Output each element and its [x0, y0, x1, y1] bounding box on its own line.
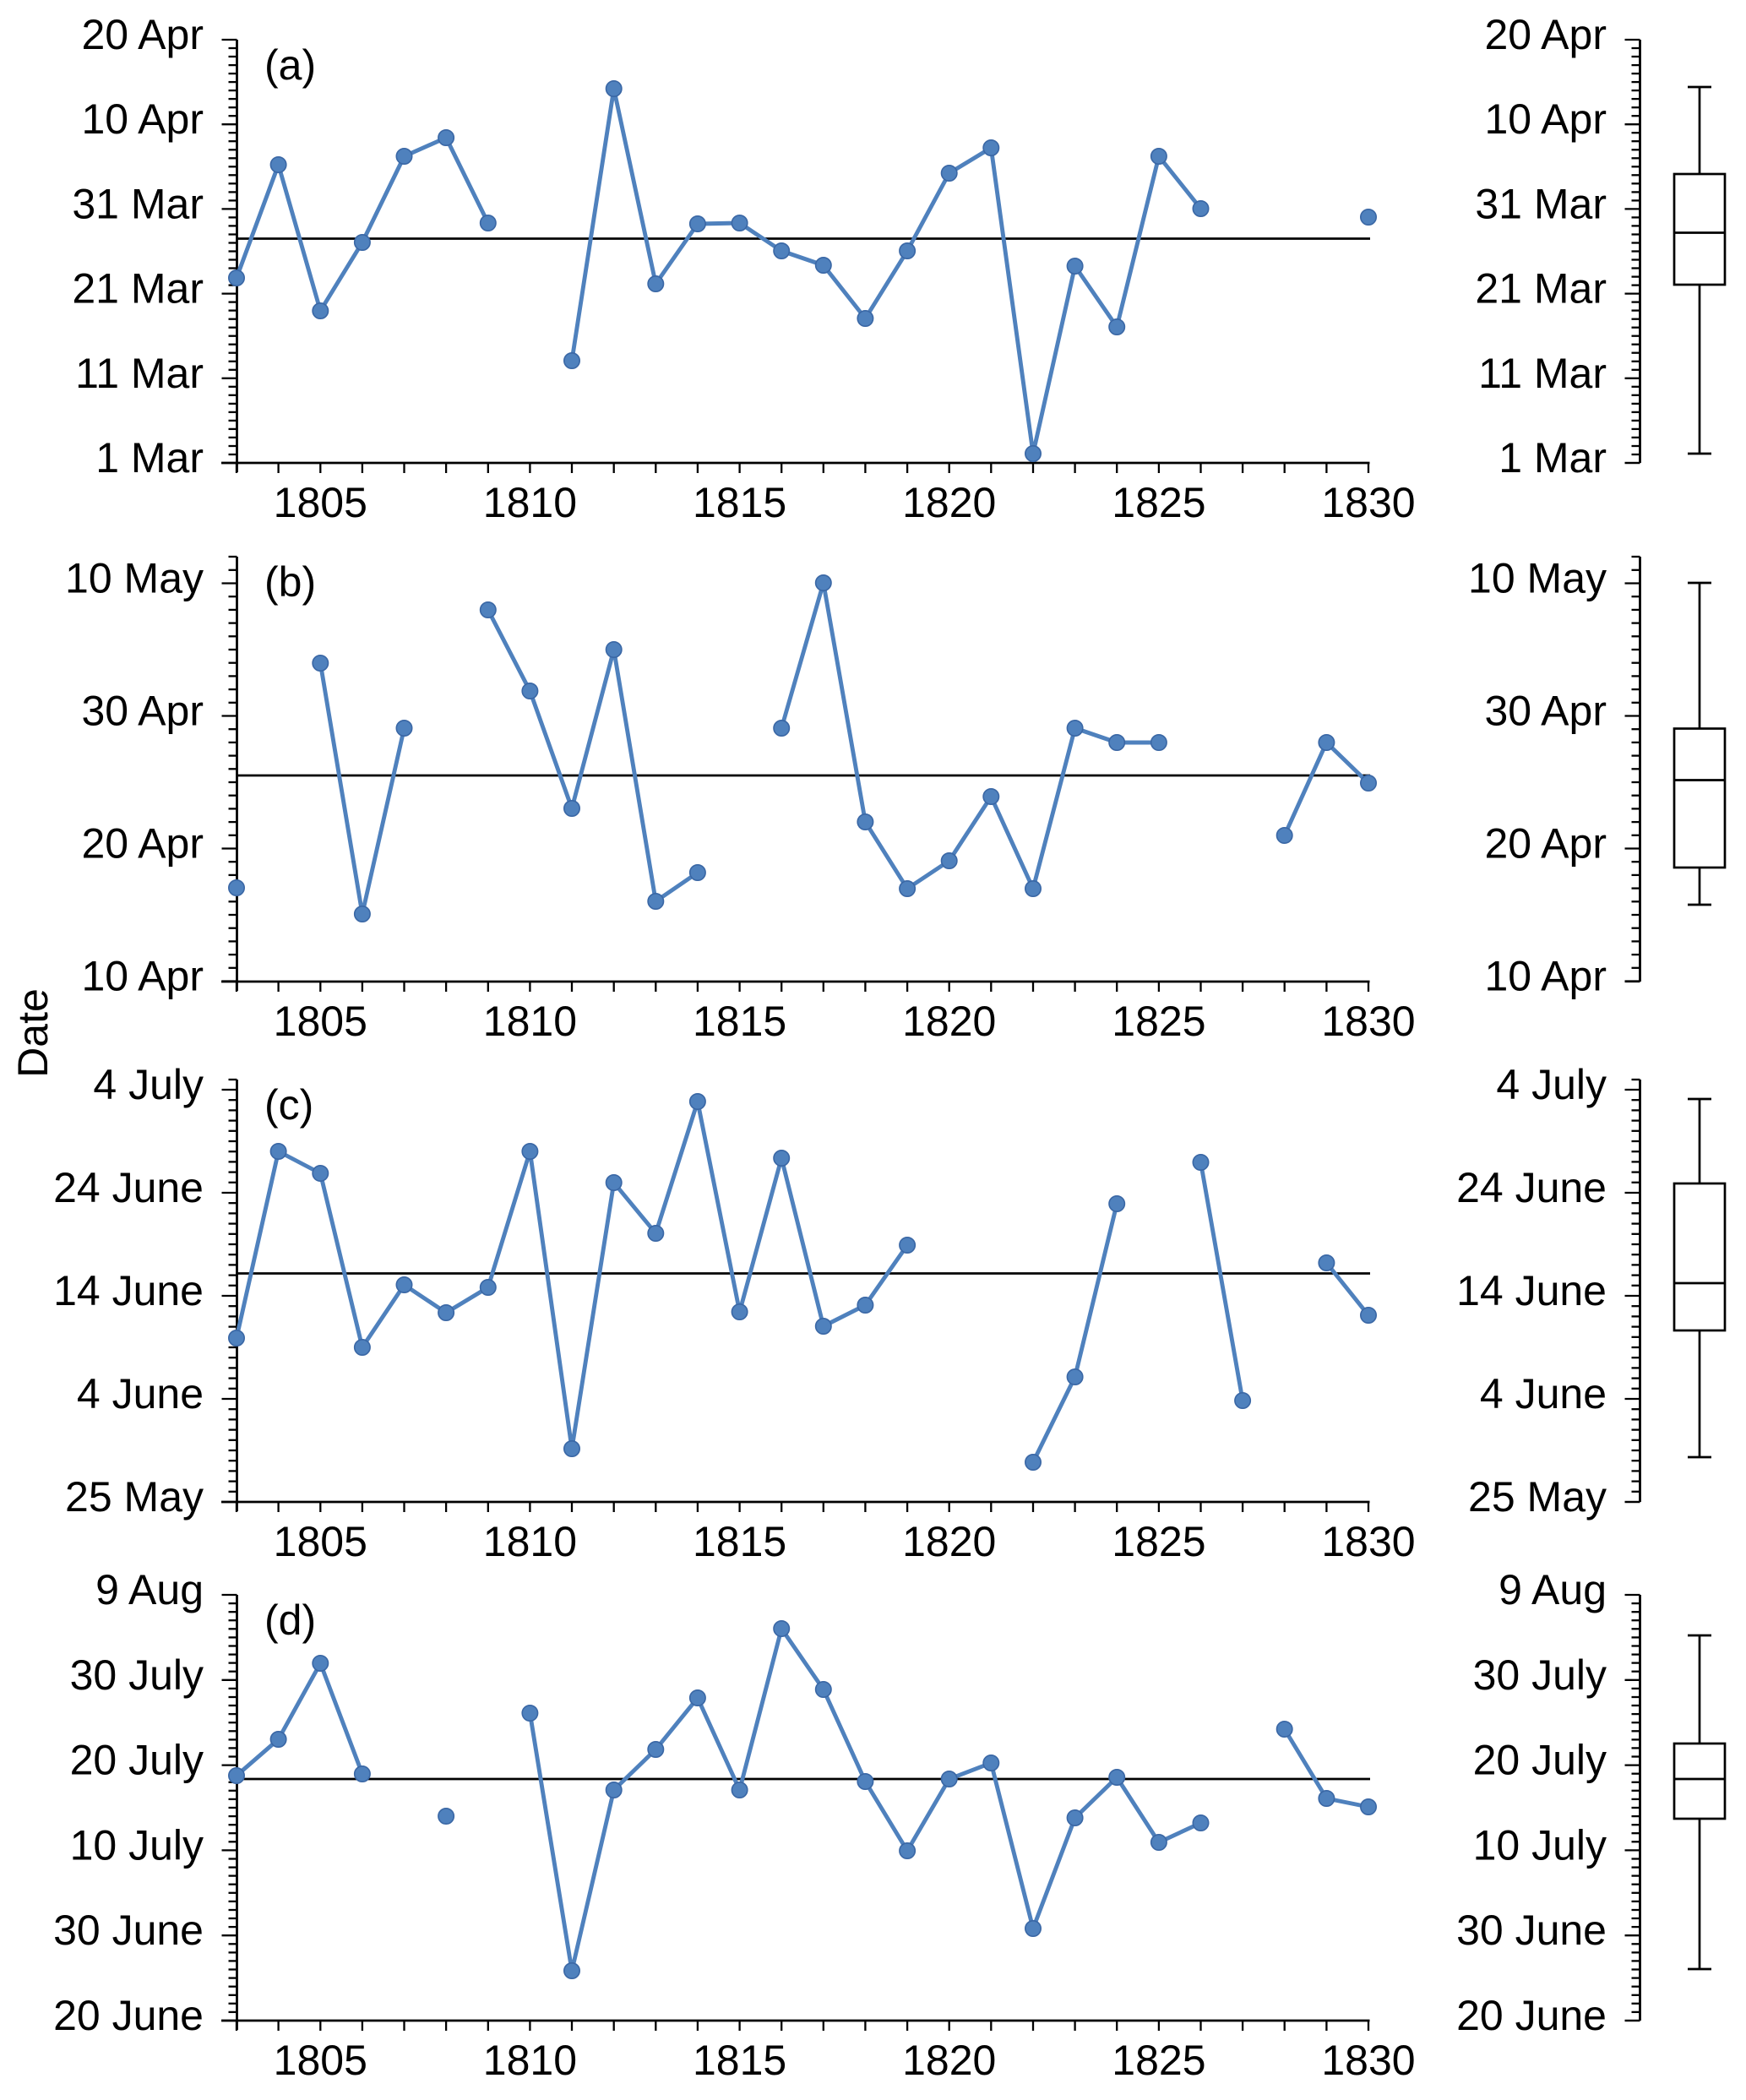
svg-text:1805: 1805: [274, 479, 367, 526]
svg-text:1805: 1805: [274, 998, 367, 1045]
svg-text:1 Mar: 1 Mar: [1499, 434, 1607, 481]
svg-text:20 Apr: 20 Apr: [1484, 820, 1607, 868]
svg-text:10 Apr: 10 Apr: [1484, 95, 1607, 143]
svg-text:30 June: 30 June: [53, 1907, 204, 1954]
svg-text:20 Apr: 20 Apr: [81, 11, 204, 58]
svg-text:25 May: 25 May: [1468, 1473, 1607, 1521]
svg-text:10 May: 10 May: [65, 555, 204, 602]
svg-text:24 June: 24 June: [53, 1164, 204, 1211]
svg-text:10 July: 10 July: [70, 1821, 204, 1869]
svg-text:30 Apr: 30 Apr: [1484, 688, 1607, 735]
svg-text:1810: 1810: [483, 479, 577, 526]
svg-text:30 Apr: 30 Apr: [81, 688, 204, 735]
svg-text:1825: 1825: [1112, 479, 1205, 526]
svg-text:Date: Date: [9, 988, 57, 1078]
svg-text:1830: 1830: [1321, 2037, 1415, 2084]
svg-text:1825: 1825: [1112, 1518, 1205, 1565]
svg-text:24 June: 24 June: [1456, 1164, 1607, 1211]
svg-text:25 May: 25 May: [65, 1473, 204, 1521]
svg-text:21 Mar: 21 Mar: [1475, 265, 1607, 313]
svg-text:(d): (d): [264, 1597, 316, 1644]
svg-text:1825: 1825: [1112, 998, 1205, 1045]
svg-text:30 June: 30 June: [1456, 1907, 1607, 1954]
svg-text:1820: 1820: [902, 479, 996, 526]
svg-text:1810: 1810: [483, 2037, 577, 2084]
svg-text:31 Mar: 31 Mar: [1475, 180, 1607, 227]
svg-text:20 July: 20 July: [70, 1737, 204, 1784]
svg-text:1805: 1805: [274, 1518, 367, 1565]
svg-text:14 June: 14 June: [1456, 1267, 1607, 1314]
svg-text:20 Apr: 20 Apr: [81, 820, 204, 868]
svg-text:9 Aug: 9 Aug: [1499, 1566, 1607, 1613]
svg-text:1825: 1825: [1112, 2037, 1205, 2084]
svg-text:30 July: 30 July: [1473, 1651, 1607, 1699]
svg-text:1830: 1830: [1321, 1518, 1415, 1565]
svg-text:20 June: 20 June: [1456, 1992, 1607, 2039]
svg-text:21 Mar: 21 Mar: [72, 265, 204, 313]
svg-text:10 May: 10 May: [1468, 555, 1607, 602]
svg-text:1830: 1830: [1321, 479, 1415, 526]
svg-text:1820: 1820: [902, 2037, 996, 2084]
svg-text:20 July: 20 July: [1473, 1737, 1607, 1784]
svg-text:1815: 1815: [693, 998, 786, 1045]
svg-text:9 Aug: 9 Aug: [95, 1566, 204, 1613]
svg-text:(a): (a): [264, 41, 316, 89]
svg-text:30 July: 30 July: [70, 1651, 204, 1699]
svg-text:(c): (c): [264, 1081, 313, 1129]
svg-text:1815: 1815: [693, 479, 786, 526]
svg-text:10 Apr: 10 Apr: [81, 953, 204, 1000]
svg-text:10 Apr: 10 Apr: [1484, 953, 1607, 1000]
svg-text:1830: 1830: [1321, 998, 1415, 1045]
svg-text:1810: 1810: [483, 998, 577, 1045]
svg-text:10 Apr: 10 Apr: [81, 95, 204, 143]
svg-text:1815: 1815: [693, 2037, 786, 2084]
svg-text:4 June: 4 June: [1480, 1370, 1607, 1417]
svg-text:1815: 1815: [693, 1518, 786, 1565]
svg-text:11 Mar: 11 Mar: [1478, 350, 1607, 397]
svg-text:10 July: 10 July: [1473, 1821, 1607, 1869]
svg-text:4 July: 4 July: [1496, 1061, 1607, 1108]
svg-text:11 Mar: 11 Mar: [75, 350, 204, 397]
svg-text:(b): (b): [264, 558, 316, 606]
svg-text:14 June: 14 June: [53, 1267, 204, 1314]
svg-text:1820: 1820: [902, 998, 996, 1045]
svg-text:20 June: 20 June: [53, 1992, 204, 2039]
svg-text:20 Apr: 20 Apr: [1484, 11, 1607, 58]
svg-text:31 Mar: 31 Mar: [72, 180, 204, 227]
svg-text:4 July: 4 July: [93, 1061, 204, 1108]
svg-text:1820: 1820: [902, 1518, 996, 1565]
svg-text:1810: 1810: [483, 1518, 577, 1565]
svg-text:1 Mar: 1 Mar: [95, 434, 204, 481]
svg-text:1805: 1805: [274, 2037, 367, 2084]
svg-text:4 June: 4 June: [77, 1370, 204, 1417]
